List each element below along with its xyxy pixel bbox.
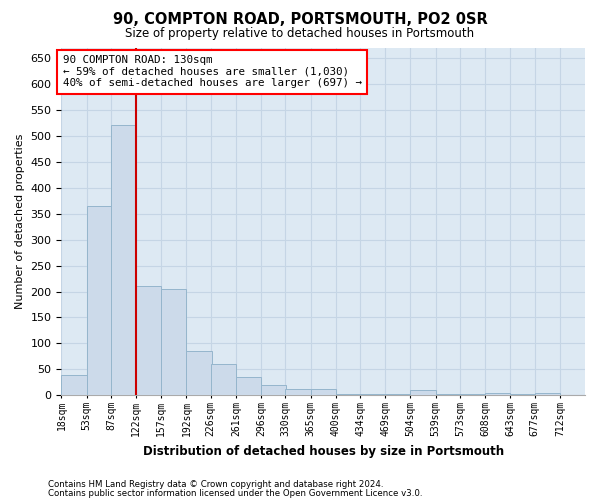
Bar xyxy=(136,286,161,396)
Text: Contains HM Land Registry data © Crown copyright and database right 2024.: Contains HM Land Registry data © Crown c… xyxy=(48,480,383,489)
Bar xyxy=(511,394,535,396)
Bar xyxy=(286,389,311,396)
Bar xyxy=(161,289,187,396)
Bar xyxy=(86,206,112,396)
Bar xyxy=(385,394,410,396)
Text: 90, COMPTON ROAD, PORTSMOUTH, PO2 0SR: 90, COMPTON ROAD, PORTSMOUTH, PO2 0SR xyxy=(113,12,487,28)
Bar xyxy=(111,126,136,396)
X-axis label: Distribution of detached houses by size in Portsmouth: Distribution of detached houses by size … xyxy=(143,444,504,458)
Bar xyxy=(336,394,361,396)
Bar xyxy=(61,374,86,396)
Bar xyxy=(535,393,560,396)
Bar xyxy=(410,390,436,396)
Bar xyxy=(261,385,286,396)
Text: Size of property relative to detached houses in Portsmouth: Size of property relative to detached ho… xyxy=(125,28,475,40)
Bar xyxy=(460,394,485,396)
Bar xyxy=(311,389,336,396)
Bar xyxy=(485,393,511,396)
Bar xyxy=(236,377,261,396)
Text: 90 COMPTON ROAD: 130sqm
← 59% of detached houses are smaller (1,030)
40% of semi: 90 COMPTON ROAD: 130sqm ← 59% of detache… xyxy=(63,56,362,88)
Bar xyxy=(360,394,385,396)
Text: Contains public sector information licensed under the Open Government Licence v3: Contains public sector information licen… xyxy=(48,488,422,498)
Y-axis label: Number of detached properties: Number of detached properties xyxy=(15,134,25,309)
Bar xyxy=(436,394,461,396)
Bar xyxy=(211,364,236,396)
Bar xyxy=(187,351,212,396)
